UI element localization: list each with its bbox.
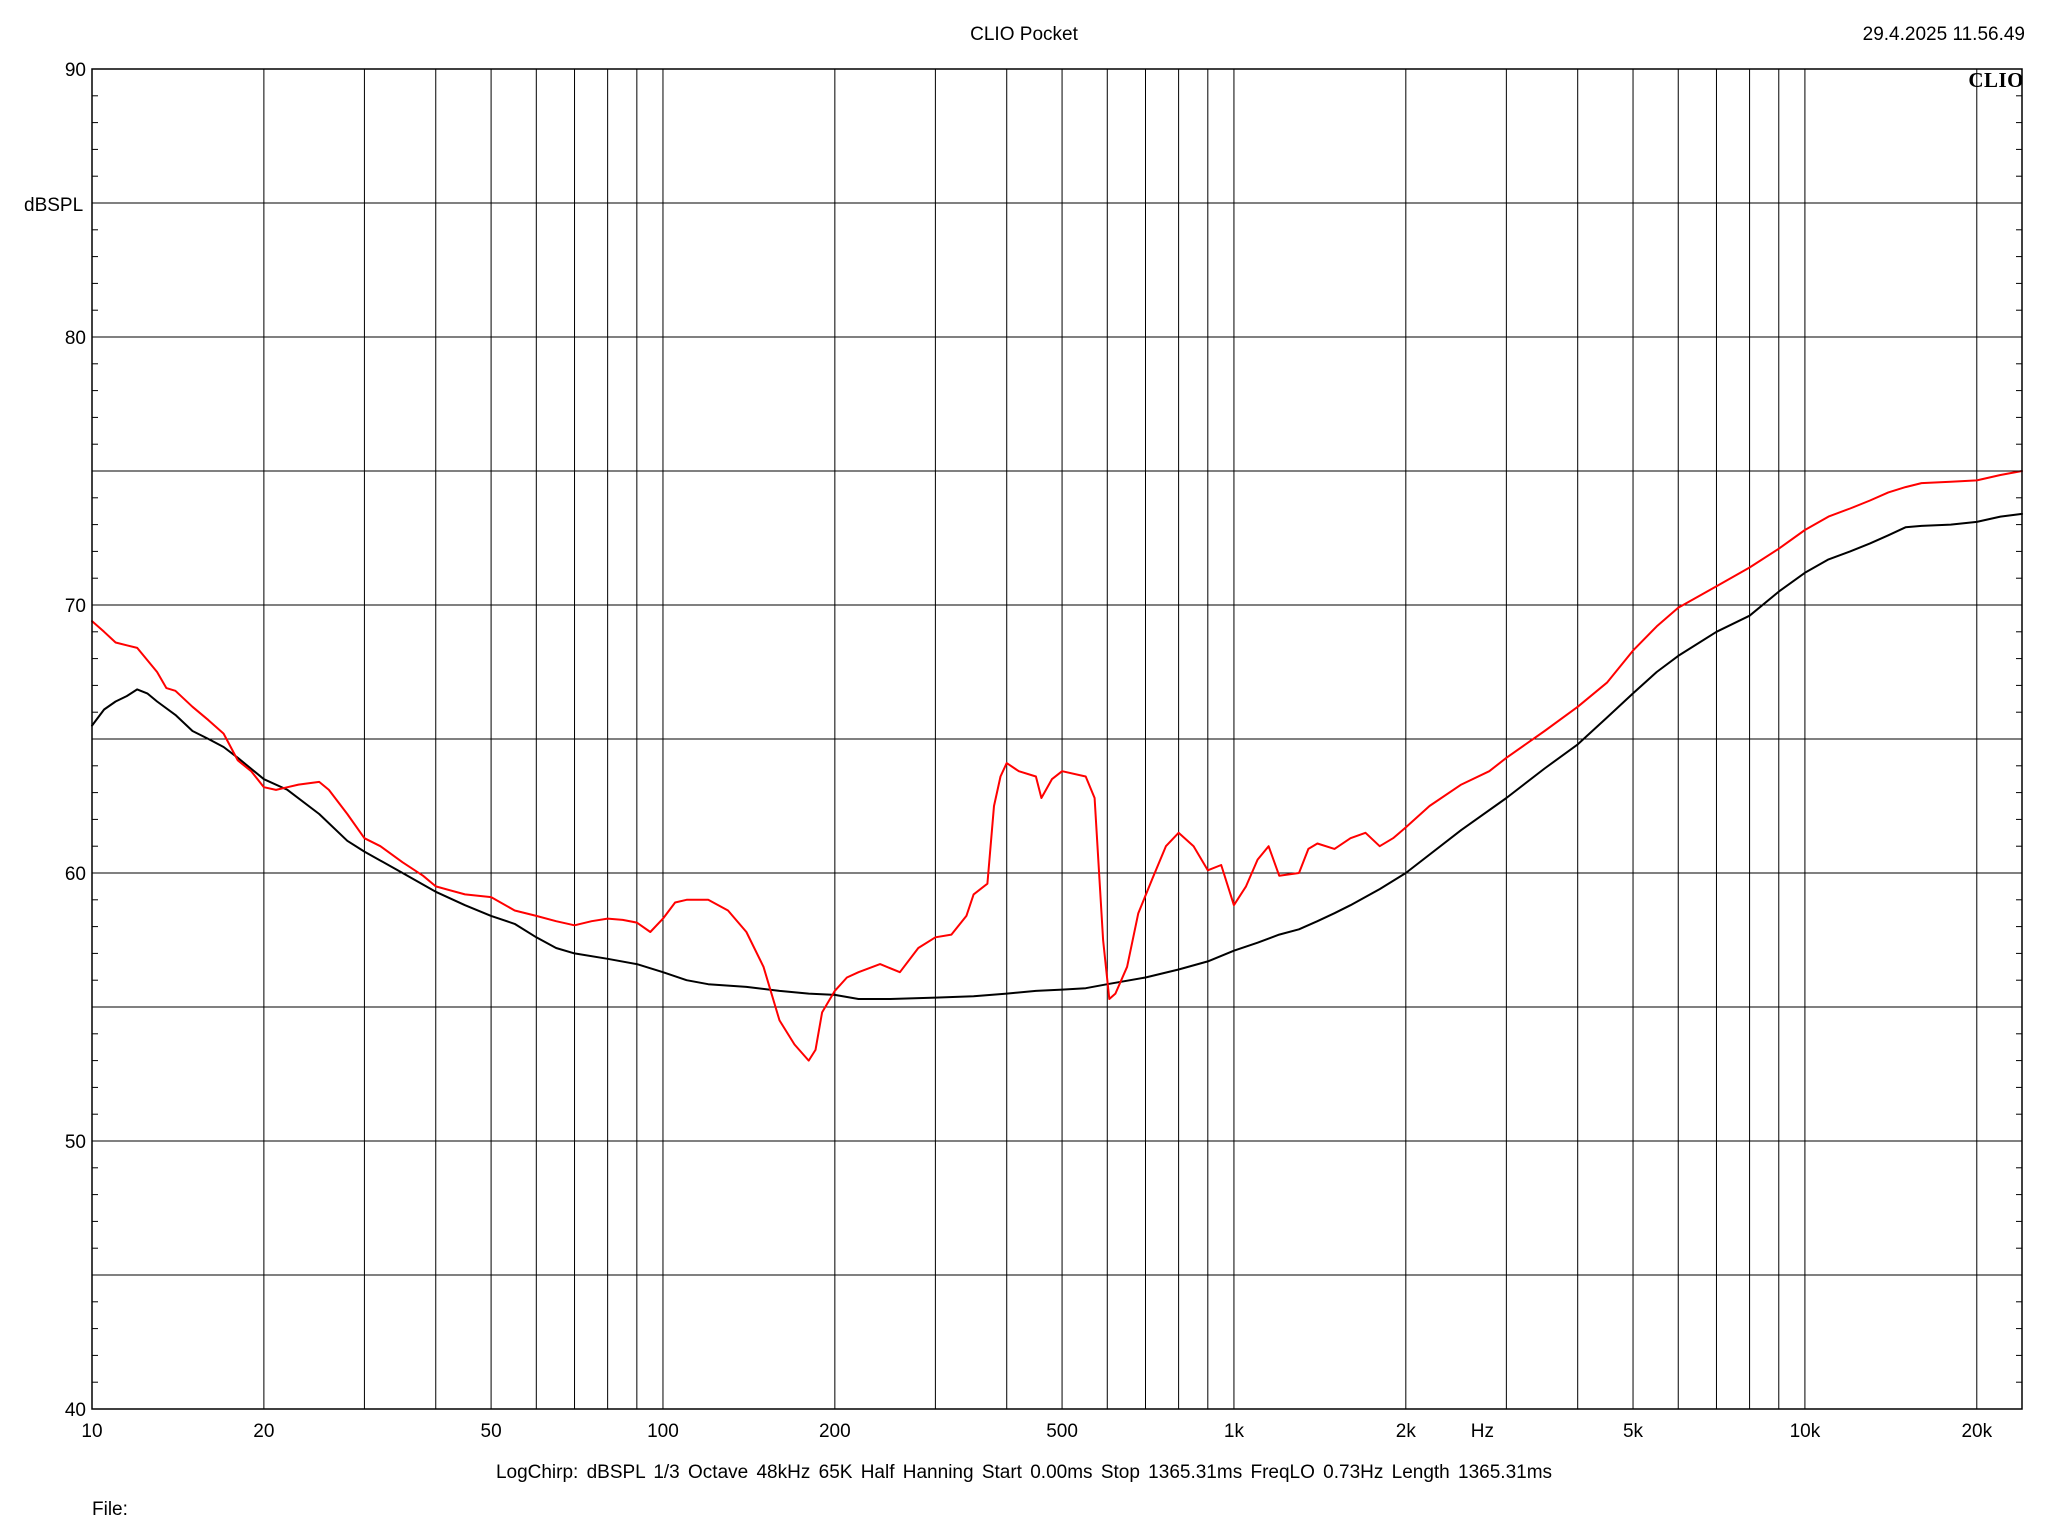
x-tick-label: 10k [1790, 1421, 1821, 1442]
measurement-settings: LogChirp: dBSPL 1/3 Octave 48kHz 65K Hal… [495, 1462, 1553, 1483]
tick-marks [92, 68, 2022, 1410]
y-tick-label: 80 [65, 328, 86, 349]
y-tick-label: 90 [65, 60, 86, 81]
series-layer [91, 470, 2023, 1062]
x-tick-label: 20 [253, 1421, 274, 1442]
x-tick-label: 100 [647, 1421, 679, 1442]
y-tick-label: 70 [65, 596, 86, 617]
x-tick-label: 20k [1961, 1421, 1992, 1442]
x-axis-unit-label: Hz [1471, 1421, 1494, 1442]
x-tick-label: 10 [81, 1421, 102, 1442]
series-line-2 [91, 470, 2023, 1062]
x-tick-label: 500 [1046, 1421, 1078, 1442]
series-line-1 [91, 512, 2023, 1000]
tick-labels: 40 50 60 70 80 90 10 20 50 100 200 500 1k 2k 5k 10k 20k H… [65, 60, 1993, 1442]
x-tick-label: 50 [481, 1421, 502, 1442]
brand-logo-text: CLIO [1968, 68, 2024, 92]
x-tick-label: 1k [1224, 1421, 1245, 1442]
x-tick-label: 5k [1623, 1421, 1644, 1442]
y-tick-label: 60 [65, 864, 86, 885]
y-axis-unit-label: dBSPL [24, 195, 84, 216]
x-tick-label: 200 [819, 1421, 851, 1442]
grid [92, 69, 2022, 1409]
timestamp: 29.4.2025 11.56.49 [1862, 24, 2025, 45]
y-tick-label: 50 [65, 1132, 86, 1153]
y-tick-label: 40 [65, 1400, 86, 1421]
chart-title: CLIO Pocket [970, 24, 1078, 45]
x-tick-label: 2k [1396, 1421, 1417, 1442]
file-label: File: [92, 1499, 128, 1520]
